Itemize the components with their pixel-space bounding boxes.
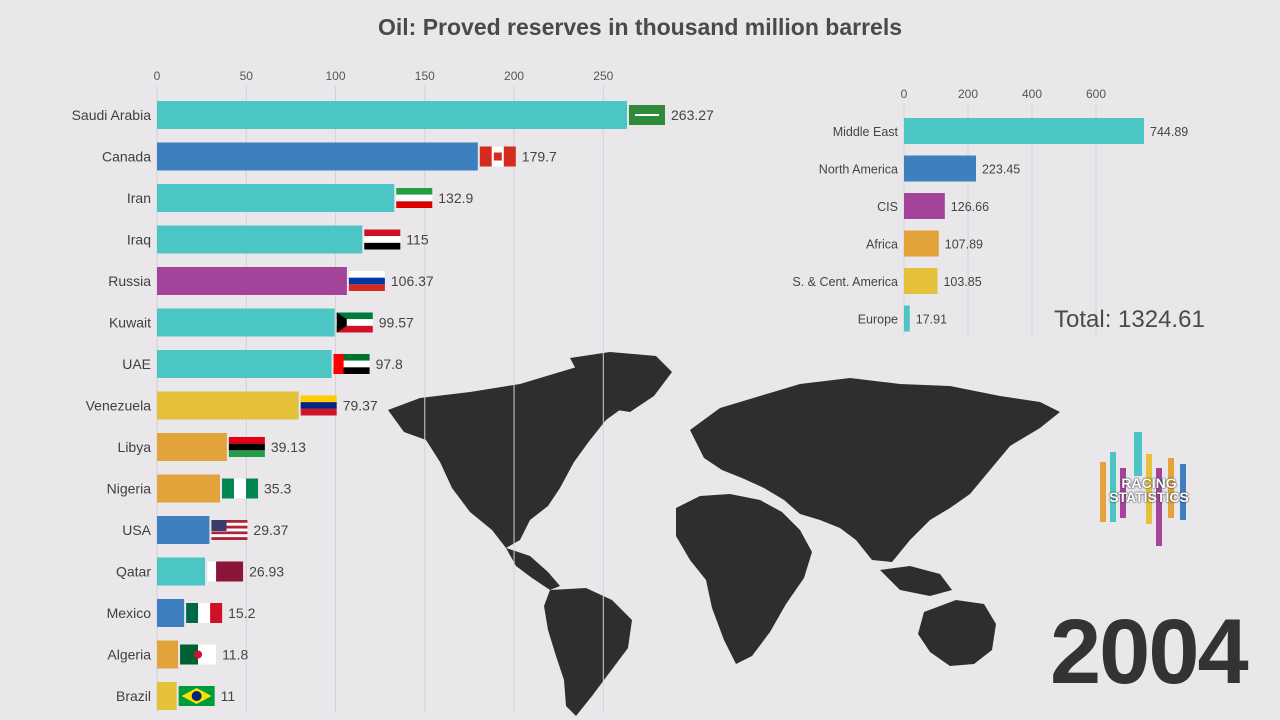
reserve-bar [157,433,227,461]
kuwait-flag [336,312,373,333]
left-x-tick-label: 100 [326,69,346,83]
logo-bars-icon [1100,432,1186,546]
left-x-tick-label: 250 [593,69,613,83]
country-label: Algeria [107,647,151,663]
value-label: 115 [406,232,429,248]
brazil-flag [178,686,215,706]
left-x-tick-label: 200 [504,69,524,83]
reserve-bar [157,225,363,254]
country-label: Canada [102,149,151,165]
left-x-tick-label: 0 [154,69,161,83]
qatar-flag [207,561,244,582]
reserve-bar [157,682,177,710]
world-map [388,352,1060,716]
value-label: 35.3 [264,481,291,497]
country-label: Nigeria [107,481,152,497]
value-label: 11 [221,688,236,704]
region-value-label: 126.66 [951,200,989,214]
reserve-bar [157,350,332,378]
region-label: Europe [858,313,898,327]
value-label: 39.13 [271,439,306,455]
year-label: 2004 [1050,601,1249,703]
reserve-bar [157,267,347,295]
value-label: 79.37 [343,398,378,414]
region-value-label: 744.89 [1150,125,1188,139]
reserve-bar [157,599,185,627]
country-label: Kuwait [109,315,151,331]
uae-flag [333,354,370,374]
venezuela-flag [300,395,337,416]
iran-flag [396,188,433,208]
country-label: Iran [127,190,151,206]
country-label: Russia [108,273,151,289]
right-x-tick-label: 400 [1022,87,1042,101]
country-label: Iraq [127,232,151,248]
libya-flag [228,437,265,457]
value-label: 29.37 [253,522,288,538]
country-label: Libya [118,439,152,455]
country-label: Saudi Arabia [72,107,152,123]
saudi-arabia-flag [629,105,665,125]
reserve-bar [157,142,478,171]
usa-flag [211,520,248,540]
total-label: Total: 1324.61 [1054,306,1205,333]
canada-flag [479,146,516,167]
left-x-tick-label: 50 [240,69,254,83]
value-label: 106.37 [391,273,434,289]
value-label: 132.9 [438,190,473,206]
region-bar [904,155,976,182]
chart-title: Oil: Proved reserves in thousand million… [377,14,903,40]
iraq-flag [364,229,401,250]
country-label: USA [122,522,151,538]
reserve-bar [157,308,335,337]
value-label: 26.93 [249,564,284,580]
region-value-label: 17.91 [916,313,947,327]
country-label: UAE [122,356,151,372]
logo-text: RACING STATISTICS [1109,475,1189,505]
value-label: 179.7 [522,149,557,165]
reserve-bar [157,391,299,420]
reserve-bar [157,101,627,129]
region-label: Africa [866,238,898,252]
russia-flag [348,271,385,291]
country-label: Venezuela [86,398,152,414]
region-value-label: 107.89 [945,238,983,252]
value-label: 97.8 [376,356,403,372]
right-x-tick-label: 200 [958,87,978,101]
region-bar [904,193,945,219]
value-label: 15.2 [228,605,255,621]
left-x-tick-label: 150 [415,69,435,83]
region-label: North America [819,163,898,177]
value-label: 263.27 [671,107,714,123]
region-label: S. & Cent. America [792,275,898,289]
country-label: Qatar [116,564,151,580]
right-x-tick-label: 0 [901,87,908,101]
reserve-bar [157,516,210,544]
region-label: Middle East [833,125,899,139]
region-value-label: 223.45 [982,163,1020,177]
mexico-flag [186,603,223,623]
country-label: Mexico [107,605,152,621]
region-label: CIS [877,200,898,214]
right-x-tick-label: 600 [1086,87,1106,101]
region-bar [904,305,910,332]
reserve-bar [157,557,206,586]
country-label: Brazil [116,688,151,704]
region-bar [904,118,1144,144]
reserve-bar [157,184,395,212]
region-bar [904,230,939,257]
algeria-flag [180,644,217,665]
region-value-label: 103.85 [943,275,981,289]
reserve-bar [157,474,221,503]
value-label: 11.8 [222,647,248,663]
region-bar [904,268,938,294]
nigeria-flag [222,478,259,499]
reserve-bar [157,640,179,669]
value-label: 99.57 [379,315,414,331]
